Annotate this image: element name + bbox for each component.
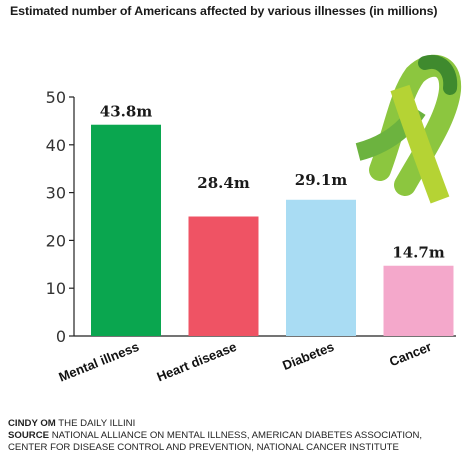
- source-label: SOURCE: [8, 430, 50, 441]
- credit-line: CINDY OM THE DAILY ILLINI: [8, 418, 473, 430]
- category-label: Cancer: [387, 339, 433, 369]
- publication: THE DAILY ILLINI: [58, 418, 136, 429]
- chart-title: Estimated number of Americans affected b…: [10, 4, 438, 18]
- data-label: 43.8m: [100, 103, 153, 121]
- source-line: SOURCE NATIONAL ALLIANCE ON MENTAL ILLNE…: [8, 430, 473, 442]
- credits: CINDY OM THE DAILY ILLINI SOURCE NATIONA…: [8, 418, 473, 454]
- y-tick-label: 50: [46, 88, 66, 107]
- y-tick-label: 20: [46, 231, 66, 250]
- bars: [91, 124, 454, 336]
- source-line-2: CENTER FOR DISEASE CONTROL AND PREVENTIO…: [8, 442, 473, 454]
- data-label: 29.1m: [295, 171, 348, 189]
- bar: [188, 216, 259, 336]
- y-tick-label: 10: [46, 279, 66, 298]
- data-label: 28.4m: [197, 174, 250, 192]
- source-text: NATIONAL ALLIANCE ON MENTAL ILLNESS, AME…: [51, 430, 423, 441]
- ribbon-fold: [418, 54, 458, 95]
- bar: [286, 199, 356, 336]
- category-label: Heart disease: [155, 339, 239, 385]
- category-labels: Mental illness Heart disease Diabetes Cance…: [56, 339, 433, 385]
- bar: [383, 265, 454, 336]
- data-labels: 43.8m 28.4m 29.1m 14.7m: [100, 103, 445, 262]
- awareness-ribbon-icon: [355, 54, 462, 204]
- source-text-2: CENTER FOR DISEASE CONTROL AND PREVENTIO…: [8, 442, 399, 453]
- y-tick-label: 30: [46, 184, 66, 203]
- category-label: Diabetes: [280, 339, 336, 373]
- ribbon-tail-right: [390, 84, 450, 204]
- bar: [91, 124, 161, 336]
- data-label: 14.7m: [392, 244, 445, 262]
- category-label: Mental illness: [56, 339, 141, 385]
- y-tick-label: 40: [46, 136, 66, 155]
- y-tick-label: 0: [56, 327, 66, 346]
- author-name: CINDY OM: [8, 418, 56, 429]
- y-ticks: 0 10 20 30 40 50: [46, 88, 74, 346]
